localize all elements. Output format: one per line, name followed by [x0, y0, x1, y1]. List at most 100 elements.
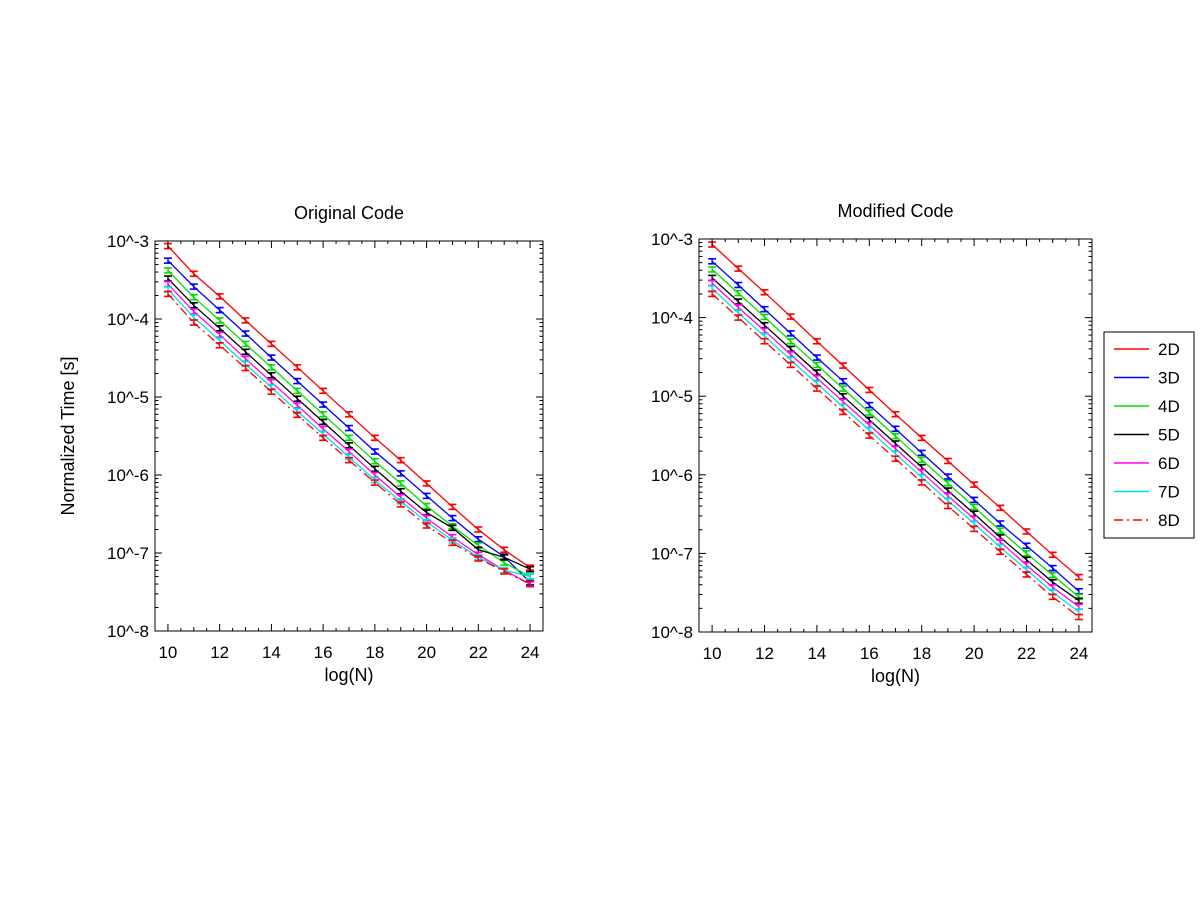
legend-label: 6D	[1158, 454, 1180, 473]
data-point-4D	[734, 289, 743, 297]
data-point-3D	[812, 354, 821, 361]
data-point-5D	[241, 348, 250, 356]
data-point-7D	[526, 573, 535, 580]
series-group	[163, 242, 535, 588]
data-point-2D	[1022, 528, 1031, 535]
x-tick-label: 10	[703, 644, 722, 663]
data-point-2D	[215, 293, 224, 300]
data-point-4D	[293, 387, 302, 395]
data-point-2D	[293, 364, 302, 371]
data-point-8D	[891, 455, 900, 463]
data-point-8D	[970, 525, 979, 533]
data-point-4D	[996, 527, 1005, 534]
data-point-3D	[1022, 542, 1031, 550]
data-point-8D	[812, 385, 821, 392]
data-point-8D	[1022, 571, 1031, 578]
x-axis-label: log(N)	[871, 666, 920, 686]
x-tick-label: 22	[469, 643, 488, 662]
legend-label: 2D	[1158, 340, 1180, 359]
data-point-4D	[708, 266, 717, 273]
data-point-5D	[293, 395, 302, 403]
y-tick-label: 10^-6	[651, 466, 693, 485]
data-point-4D	[1048, 571, 1057, 579]
legend-item-6D: 6D	[1114, 454, 1180, 473]
data-point-8D	[215, 342, 224, 349]
data-point-8D	[786, 361, 795, 369]
data-point-8D	[996, 548, 1005, 556]
legend-label: 4D	[1158, 397, 1180, 416]
data-point-3D	[422, 492, 431, 500]
x-tick-label: 24	[1069, 644, 1088, 663]
data-point-2D	[189, 270, 198, 278]
data-point-8D	[526, 580, 535, 588]
x-tick-label: 24	[521, 643, 540, 662]
data-point-3D	[734, 281, 743, 289]
x-tick-label: 18	[912, 644, 931, 663]
x-tick-label: 16	[314, 643, 333, 662]
x-axis: 10 12 14 16 18 20 22 24	[154, 241, 544, 662]
data-point-3D	[241, 330, 250, 337]
data-point-3D	[996, 520, 1005, 527]
data-point-3D	[474, 535, 483, 543]
data-point-8D	[1074, 613, 1083, 621]
data-point-2D	[267, 340, 276, 348]
legend-item-4D: 4D	[1114, 397, 1180, 416]
data-point-2D	[370, 434, 379, 442]
y-tick-label: 10^-7	[651, 544, 693, 563]
data-point-5D	[215, 324, 224, 332]
y-tick-label: 10^-3	[651, 230, 693, 249]
data-point-3D	[943, 473, 952, 480]
y-tick-label: 10^-8	[107, 622, 149, 641]
data-point-2D	[396, 456, 405, 464]
data-point-4D	[839, 385, 848, 392]
legend: 2D 3D 4D 5D 6D 7D 8D	[1103, 331, 1195, 539]
data-point-4D	[917, 456, 926, 464]
data-point-8D	[345, 456, 353, 464]
data-point-4D	[215, 317, 224, 324]
legend-item-8D: 8D	[1114, 511, 1180, 530]
data-point-4D	[267, 364, 276, 371]
series-line-8D	[711, 293, 1080, 618]
chart-panel-2: Modified Code 10 12 14 16 18 20 22 24 log(N) 10^-3…	[651, 201, 1093, 686]
data-point-8D	[189, 319, 198, 326]
data-point-8D	[241, 364, 250, 372]
data-point-5D	[526, 565, 535, 573]
data-point-8D	[422, 522, 431, 529]
x-tick-label: 14	[807, 644, 826, 663]
x-axis: 10 12 14 16 18 20 22 24	[698, 239, 1093, 663]
chart-title: Original Code	[294, 203, 404, 223]
data-point-3D	[760, 305, 769, 313]
legend-item-2D: 2D	[1114, 340, 1180, 359]
data-point-3D	[293, 377, 302, 385]
x-tick-label: 12	[755, 644, 774, 663]
data-point-2D	[500, 546, 509, 554]
legend-item-7D: 7D	[1114, 483, 1180, 502]
data-point-5D	[267, 371, 276, 379]
data-point-4D	[786, 337, 795, 345]
data-point-2D	[865, 386, 874, 394]
data-point-5D	[448, 524, 457, 532]
data-point-2D	[786, 313, 795, 320]
data-point-6D	[215, 331, 224, 338]
x-tick-label: 20	[417, 643, 436, 662]
x-tick-label: 22	[1017, 644, 1036, 663]
data-point-4D	[943, 479, 952, 487]
data-point-2D	[891, 410, 900, 418]
data-point-3D	[345, 424, 353, 432]
data-point-4D	[1022, 550, 1031, 557]
data-point-8D	[943, 502, 952, 510]
y-tick-label: 10^-5	[107, 388, 149, 407]
data-point-4D	[370, 457, 379, 465]
data-point-4D	[760, 313, 769, 321]
y-axis: 10^-3 10^-4 10^-5 10^-6 10^-7 10^-8	[651, 230, 1092, 642]
data-point-2D	[970, 481, 979, 488]
legend-label: 5D	[1158, 426, 1180, 445]
data-point-3D	[215, 306, 224, 314]
chart-panel-1: Original Code 10 12 14 16 18 20 22 24 log(N) 10^-3…	[58, 203, 544, 685]
y-tick-label: 10^-3	[107, 232, 149, 251]
legend-label: 3D	[1158, 369, 1180, 388]
data-point-3D	[970, 496, 979, 504]
y-tick-label: 10^-6	[107, 466, 149, 485]
